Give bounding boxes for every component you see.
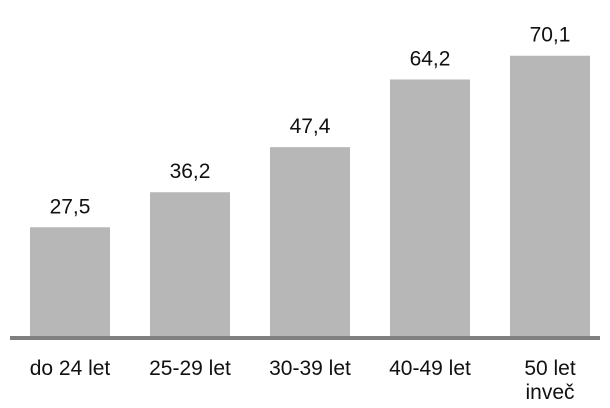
data-labels-group: 27,5 36,2 47,4 64,2 70,1 xyxy=(50,24,571,219)
bar-50-let-inve xyxy=(510,55,590,339)
data-label-50-let-inve: 70,1 xyxy=(530,24,571,47)
x-tick-label-25-29-let: 25-29 let xyxy=(149,357,231,380)
x-tick-label-do-24-let: do 24 let xyxy=(30,357,111,380)
bar-25-29-let xyxy=(150,192,230,338)
bar-30-39-let xyxy=(270,147,350,338)
x-tick-label-line: inveč xyxy=(525,381,574,404)
x-tick-labels-group: do 24 let 25-29 let 30-39 let 40-49 let 50 l… xyxy=(30,357,576,404)
data-label-40-49-let: 64,2 xyxy=(410,47,451,70)
data-label-25-29-let: 36,2 xyxy=(170,160,211,183)
x-tick-label-30-39-let: 30-39 let xyxy=(269,357,351,380)
x-tick-label-line: 30-39 let xyxy=(269,357,351,380)
bar-40-49-let xyxy=(390,79,470,338)
data-label-do-24-let: 27,5 xyxy=(50,195,91,218)
x-tick-label-line: do 24 let xyxy=(30,357,111,380)
x-tick-label-40-49-let: 40-49 let xyxy=(389,357,471,380)
bar-do-24-let xyxy=(30,227,110,338)
x-tick-label-50-let-inve: 50 let inveč xyxy=(524,357,576,404)
x-tick-label-line: 40-49 let xyxy=(389,357,471,380)
data-label-30-39-let: 47,4 xyxy=(290,115,331,138)
x-tick-label-line: 25-29 let xyxy=(149,357,231,380)
bars-group xyxy=(30,55,590,339)
x-tick-label-line: 50 let xyxy=(524,357,576,380)
